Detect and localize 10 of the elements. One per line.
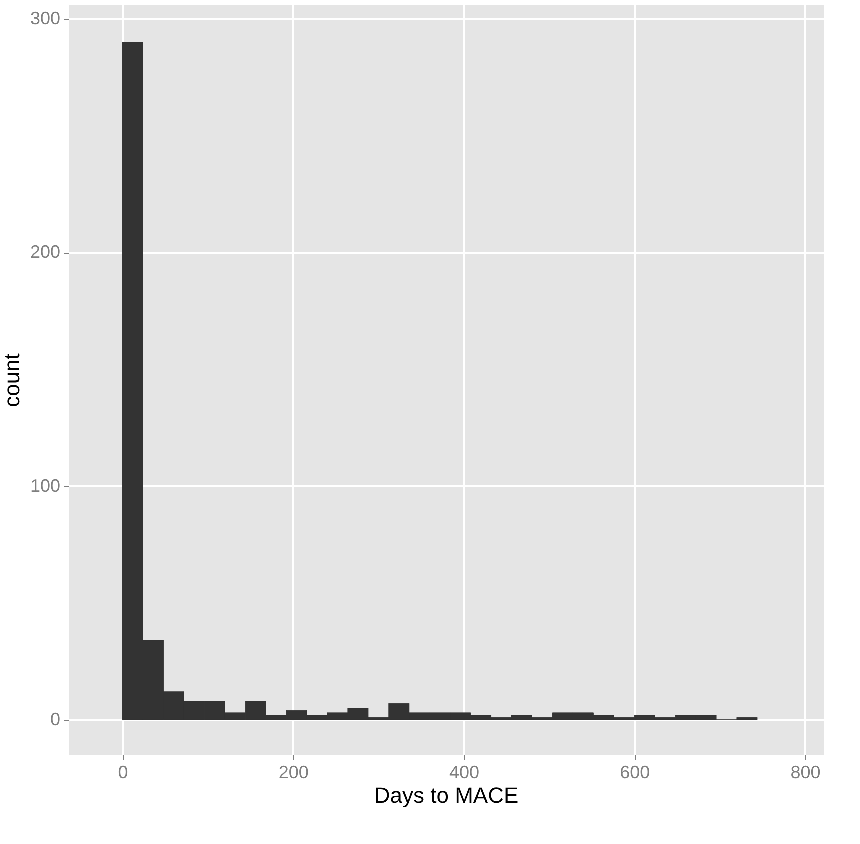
y-tick-label: 300 [30, 8, 60, 29]
x-tick-label: 0 [118, 762, 128, 782]
y-tick-label: 0 [50, 709, 60, 730]
y-tick-label: 200 [30, 242, 60, 262]
y-axis-title: count [0, 354, 24, 408]
y-tick-label: 100 [30, 476, 60, 496]
x-tick-label: 800 [790, 762, 821, 782]
x-tick-label: 200 [278, 762, 309, 782]
x-tick-label: 400 [449, 762, 480, 782]
x-tick-label: 600 [620, 762, 650, 782]
